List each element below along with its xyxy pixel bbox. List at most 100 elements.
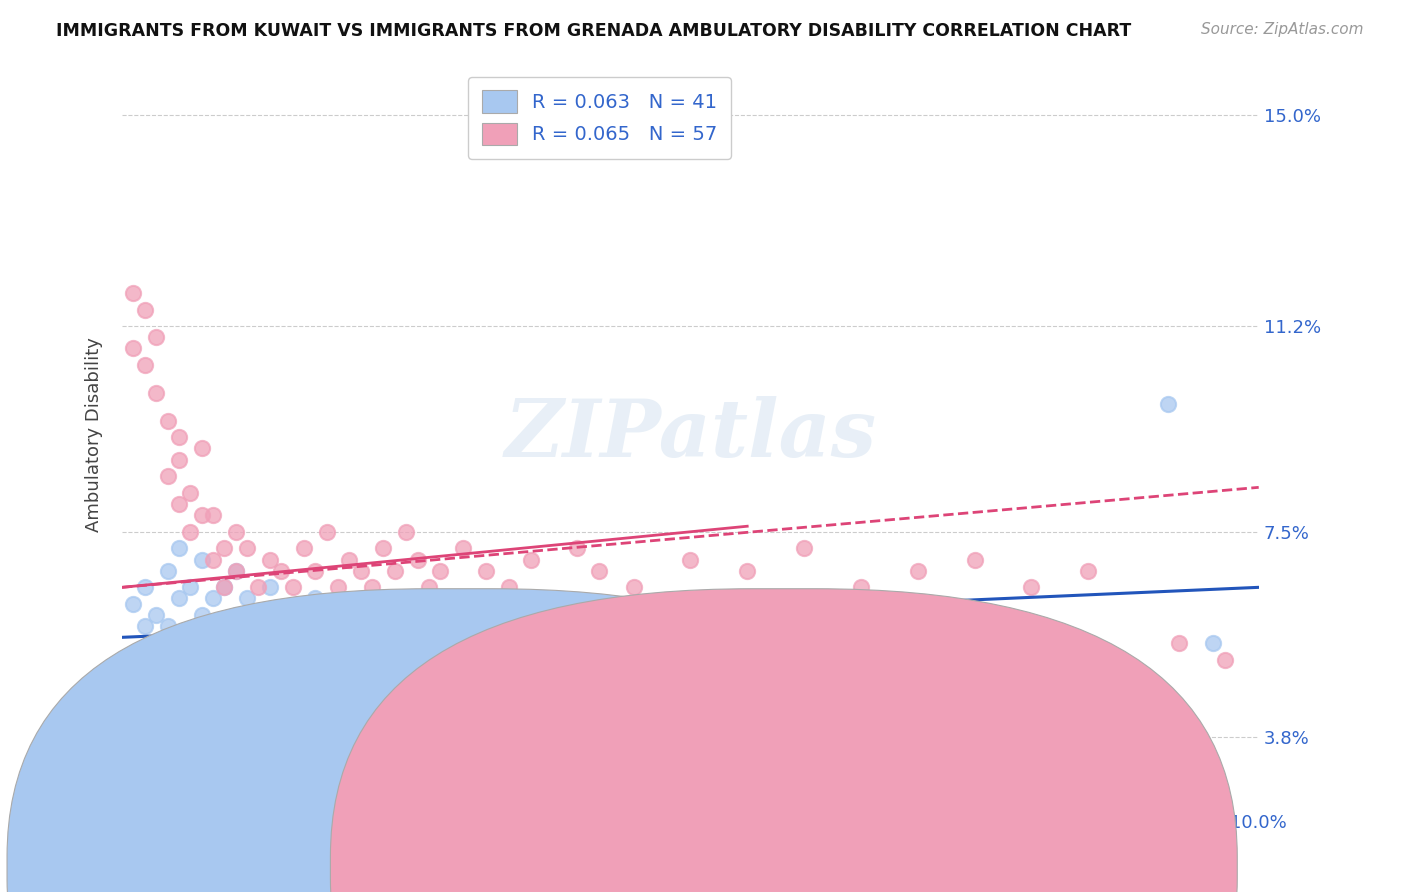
Point [179,636,201,650]
Point [337,552,360,566]
Point [167,430,190,444]
Point [679,708,702,723]
Point [156,564,179,578]
Point [963,719,986,733]
Point [156,414,179,428]
Point [145,636,167,650]
Point [225,564,247,578]
Point [259,552,281,566]
Point [1157,397,1180,411]
Point [190,442,212,456]
Point [236,541,259,556]
Point [315,524,337,539]
Text: Immigrants from Kuwait: Immigrants from Kuwait [426,856,643,874]
Point [134,619,156,633]
Point [179,580,201,594]
Point [326,580,349,594]
Point [179,486,201,500]
Point [247,619,270,633]
Point [201,552,224,566]
Point [190,508,212,522]
Point [225,524,247,539]
Point [406,552,429,566]
Point [907,564,929,578]
Point [122,285,145,300]
Point [145,330,167,344]
Point [429,674,451,689]
Point [304,591,326,606]
Point [167,541,190,556]
Point [373,541,395,556]
Point [1133,764,1156,778]
Text: Source: ZipAtlas.com: Source: ZipAtlas.com [1201,22,1364,37]
Point [214,619,236,633]
Point [350,564,373,578]
Point [236,591,259,606]
Point [156,469,179,483]
Point [281,580,304,594]
Text: IMMIGRANTS FROM KUWAIT VS IMMIGRANTS FROM GRENADA AMBULATORY DISABILITY CORRELAT: IMMIGRANTS FROM KUWAIT VS IMMIGRANTS FRO… [56,22,1132,40]
Point [292,608,315,623]
Point [259,580,281,594]
Point [793,747,815,761]
Point [384,636,406,650]
Point [418,580,440,594]
Legend: R = 0.063   N = 41, R = 0.065   N = 57: R = 0.063 N = 41, R = 0.065 N = 57 [468,77,731,159]
Point [247,580,270,594]
Point [498,580,520,594]
Point [201,636,224,650]
Point [1213,652,1236,666]
Point [963,552,986,566]
Point [588,564,610,578]
Point [623,580,645,594]
Point [122,342,145,356]
Point [134,302,156,317]
Point [225,608,247,623]
Point [793,541,815,556]
Point [315,636,337,650]
Point [361,580,384,594]
Point [735,564,758,578]
Point [145,385,167,400]
Text: ZIPatlas: ZIPatlas [505,396,876,474]
Point [406,664,429,678]
Point [167,452,190,467]
Point [156,619,179,633]
Point [520,552,543,566]
Point [190,552,212,566]
Point [849,580,872,594]
Point [214,541,236,556]
Point [849,731,872,745]
Point [384,564,406,578]
Point [337,619,360,633]
Point [543,731,565,745]
Point [657,731,679,745]
Point [122,597,145,611]
Point [429,564,451,578]
Point [588,708,610,723]
Point [225,564,247,578]
Point [509,719,531,733]
Point [475,564,498,578]
Point [145,608,167,623]
Point [1077,564,1099,578]
Point [395,524,418,539]
Point [134,358,156,372]
Point [190,608,212,623]
Point [304,564,326,578]
Point [134,580,156,594]
Point [214,580,236,594]
Point [167,591,190,606]
Point [1202,636,1225,650]
Point [292,541,315,556]
Point [361,664,384,678]
Y-axis label: Ambulatory Disability: Ambulatory Disability [86,337,103,532]
Point [201,591,224,606]
Point [214,580,236,594]
Point [1168,636,1191,650]
Point [270,564,292,578]
Point [167,497,190,511]
Point [1021,580,1043,594]
Point [281,636,304,650]
Point [679,552,702,566]
